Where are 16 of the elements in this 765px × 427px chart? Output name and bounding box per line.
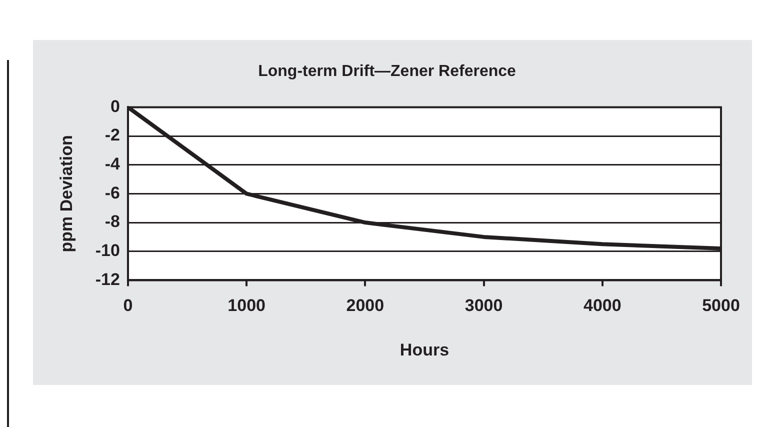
y-tick-label: -4 — [104, 154, 121, 174]
chart-title: Long-term Drift—Zener Reference — [258, 63, 516, 80]
y-tick-label: -12 — [95, 270, 120, 289]
x-tick-label: 3000 — [464, 296, 503, 316]
y-tick-label: -2 — [104, 126, 120, 145]
y-tick-label: -8 — [104, 212, 120, 232]
y-axis-title: ppm Deviation — [56, 135, 76, 252]
y-tick-label: -6 — [104, 183, 120, 202]
x-tick-label: 5000 — [702, 296, 740, 316]
y-tick-label: 0 — [110, 96, 120, 116]
x-tick-label: 1000 — [228, 296, 266, 316]
x-tick-label: 2000 — [346, 296, 384, 316]
x-tick-label: 4000 — [583, 296, 622, 316]
y-tick-label: -10 — [95, 241, 120, 260]
x-axis-title: Hours — [400, 340, 450, 360]
x-tick-label: 0 — [123, 296, 133, 316]
